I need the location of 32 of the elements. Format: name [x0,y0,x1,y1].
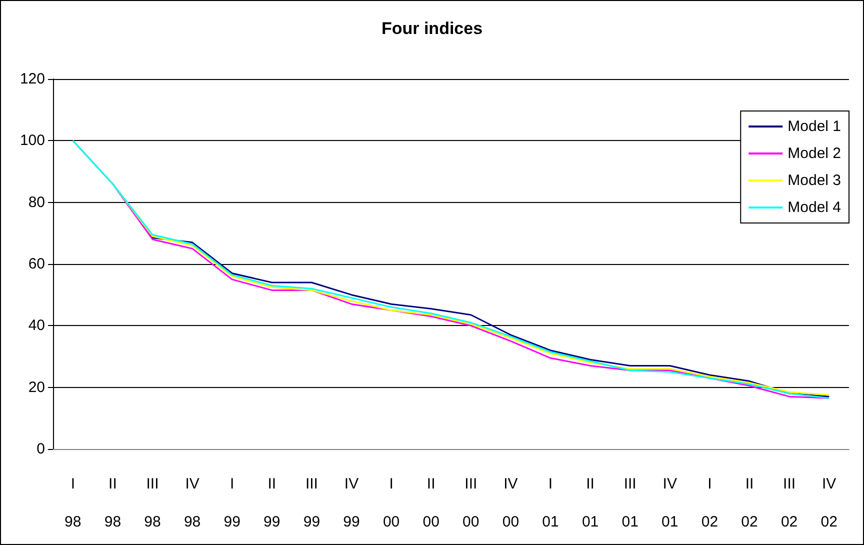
legend-label: Model 3 [788,172,842,189]
y-tick-label: 120 [20,70,45,88]
legend-label: Model 1 [788,118,842,135]
y-tick-label: 100 [20,132,45,150]
legend-label: Model 2 [788,145,842,162]
category-label: III 99 [303,476,320,530]
category-label: I 99 [224,476,240,530]
category-label: I 01 [542,476,559,530]
y-tick-label: 20 [28,378,45,396]
category-label: III 98 [144,476,161,530]
category-label: IV 99 [343,476,360,530]
chart-title: Four indices [381,19,483,38]
category-label: III 02 [780,476,798,530]
category-label: II 98 [104,476,122,530]
y-tick-label: 80 [28,194,45,211]
y-tick-label: 0 [36,440,45,458]
category-label: IV 00 [502,476,520,530]
category-label: II 00 [422,476,440,530]
category-label: IV 02 [820,476,838,530]
category-label: IV 98 [184,476,201,530]
category-label: III 00 [462,476,480,530]
y-tick-label: 40 [28,317,45,334]
category-label: II 02 [741,476,758,530]
y-tick-label: 60 [28,256,45,272]
category-label: I 02 [701,476,718,530]
category-label: IV 01 [662,476,678,530]
legend-label: Model 4 [788,199,842,216]
category-label: II 01 [582,476,599,530]
category-label: III 01 [622,476,638,530]
category-label: I 00 [382,476,400,530]
category-label: II 99 [264,476,280,530]
category-label: I 98 [64,476,82,530]
